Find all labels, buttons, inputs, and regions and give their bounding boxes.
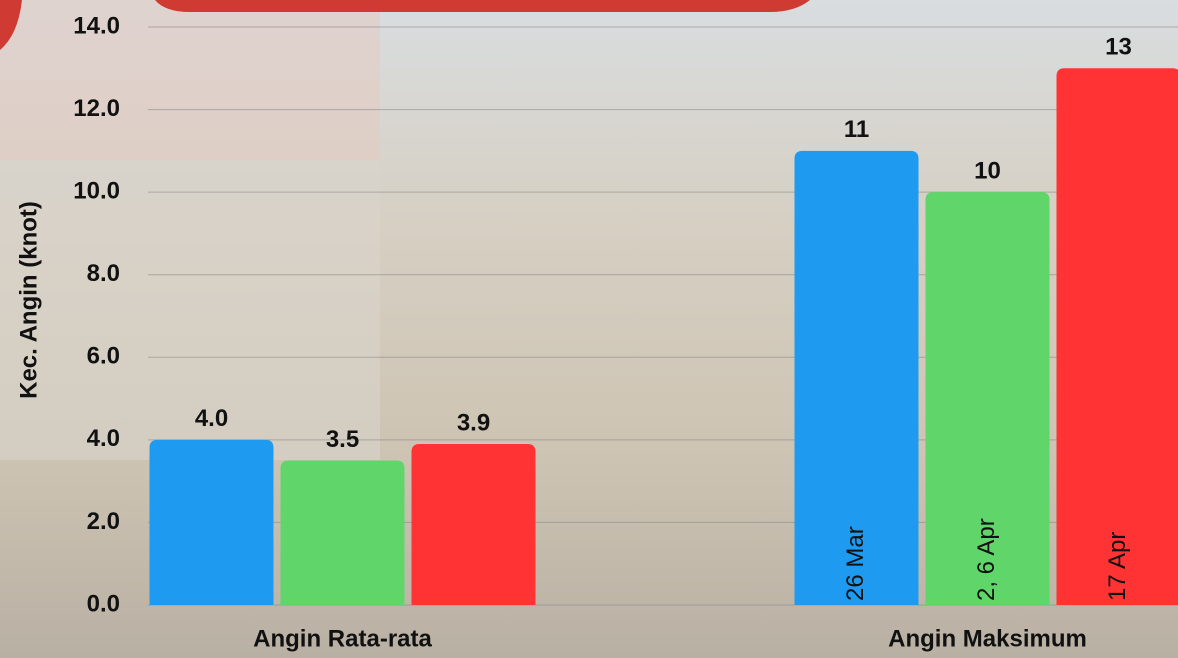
background-wall (0, 160, 380, 460)
value-label: 3.9 (457, 409, 490, 436)
y-tick-label: 0.0 (87, 590, 120, 617)
y-tick-label: 6.0 (87, 343, 120, 370)
x-tick-label: Angin Rata-rata (253, 625, 432, 652)
y-tick-label: 14.0 (73, 12, 120, 39)
value-label: 11 (844, 116, 869, 143)
bar (281, 461, 405, 606)
value-label: 4.0 (195, 405, 228, 432)
y-tick-label: 8.0 (87, 260, 120, 287)
y-tick-label: 12.0 (73, 95, 120, 122)
page: {"chart_data": {"type": "bar", "y_label"… (0, 0, 1178, 658)
bar-date-label: 26 Mar (842, 526, 869, 601)
chart: Kec. Angin (knot) 0.0 2.0 4.0 6.0 8.0 10.0 12.… (0, 0, 1178, 658)
bar (1057, 68, 1178, 605)
value-label: 13 (1105, 34, 1132, 61)
value-label: 10 (974, 157, 1001, 184)
bar (150, 440, 274, 605)
bar (412, 444, 536, 605)
bar-date-label: 17 Apr (1104, 532, 1131, 601)
y-tick-label: 4.0 (87, 425, 120, 452)
y-tick-label: 2.0 (87, 508, 120, 535)
y-axis-title: Kec. Angin (knot) (15, 201, 42, 399)
value-label: 3.5 (326, 426, 359, 453)
background-patch (0, 0, 380, 160)
banner (155, 0, 810, 12)
bar-date-label: 2, 6 Apr (973, 518, 1000, 601)
x-tick-label: Angin Maksimum (888, 625, 1087, 652)
y-tick-label: 10.0 (73, 177, 120, 204)
